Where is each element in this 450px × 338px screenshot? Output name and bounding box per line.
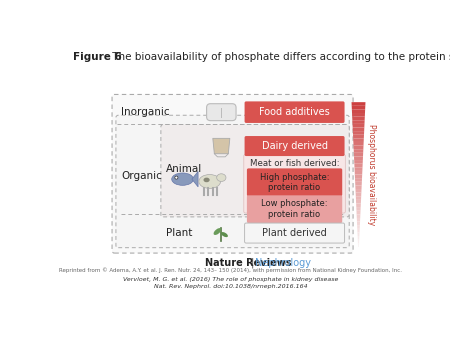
FancyBboxPatch shape (161, 124, 349, 217)
Polygon shape (356, 196, 361, 200)
Ellipse shape (172, 173, 194, 185)
Ellipse shape (217, 174, 226, 182)
Polygon shape (352, 117, 365, 120)
Ellipse shape (214, 228, 221, 235)
Text: Vervloet, M. G. et al. (2016) The role of phosphate in kidney disease: Vervloet, M. G. et al. (2016) The role o… (123, 277, 338, 282)
Polygon shape (356, 203, 361, 207)
Text: Low phosphate:
protein ratio: Low phosphate: protein ratio (261, 199, 328, 219)
Polygon shape (355, 174, 362, 178)
Polygon shape (354, 164, 363, 167)
FancyBboxPatch shape (245, 101, 345, 123)
Text: |: | (248, 258, 257, 268)
Polygon shape (354, 160, 363, 164)
Polygon shape (357, 233, 360, 236)
Circle shape (175, 176, 178, 179)
Polygon shape (356, 211, 360, 214)
Text: Plant: Plant (166, 228, 193, 238)
Text: Reprinted from © Adema, A.Y. et al. J. Ren. Nutr. 24, 143– 150 (2014), with perm: Reprinted from © Adema, A.Y. et al. J. R… (59, 268, 402, 273)
Polygon shape (358, 236, 360, 240)
Polygon shape (355, 167, 363, 171)
Polygon shape (354, 153, 363, 156)
Text: Meat or fish derived:: Meat or fish derived: (250, 159, 339, 168)
Polygon shape (357, 218, 360, 222)
Polygon shape (352, 113, 365, 117)
Polygon shape (355, 182, 362, 186)
Polygon shape (352, 106, 365, 110)
Ellipse shape (203, 178, 210, 182)
Polygon shape (356, 193, 361, 196)
Text: The bioavailability of phosphate differs according to the protein source: The bioavailability of phosphate differs… (109, 52, 450, 62)
FancyBboxPatch shape (116, 115, 349, 248)
FancyBboxPatch shape (247, 168, 342, 196)
Polygon shape (354, 146, 364, 149)
FancyBboxPatch shape (244, 154, 345, 213)
Polygon shape (353, 131, 364, 135)
Text: Food additives: Food additives (259, 107, 330, 117)
Text: Phosphorus bioavailability: Phosphorus bioavailability (367, 124, 376, 225)
Polygon shape (192, 171, 198, 187)
Polygon shape (353, 135, 364, 138)
FancyBboxPatch shape (247, 195, 342, 223)
Text: Plant derived: Plant derived (262, 228, 327, 238)
Polygon shape (357, 214, 360, 218)
Text: Animal: Animal (166, 164, 202, 174)
FancyBboxPatch shape (112, 94, 353, 253)
FancyBboxPatch shape (245, 223, 345, 243)
Polygon shape (357, 229, 360, 233)
Polygon shape (356, 207, 361, 211)
Polygon shape (357, 222, 360, 225)
Polygon shape (356, 200, 361, 203)
Polygon shape (353, 138, 364, 142)
Text: Inorganic: Inorganic (122, 107, 170, 117)
Polygon shape (354, 149, 363, 153)
Text: Nephrology: Nephrology (256, 258, 311, 268)
Polygon shape (356, 186, 362, 189)
Ellipse shape (199, 174, 220, 188)
Polygon shape (357, 225, 360, 229)
Polygon shape (352, 124, 365, 127)
Polygon shape (351, 102, 365, 106)
Polygon shape (213, 138, 230, 154)
Text: Organic: Organic (122, 171, 162, 181)
Text: High phosphate:
protein ratio: High phosphate: protein ratio (260, 172, 329, 192)
Polygon shape (353, 127, 364, 131)
Text: Nature Reviews: Nature Reviews (205, 258, 292, 268)
Text: Dairy derived: Dairy derived (261, 141, 328, 151)
Polygon shape (352, 120, 365, 124)
Polygon shape (356, 189, 361, 193)
Polygon shape (353, 142, 364, 146)
Polygon shape (355, 171, 362, 174)
Polygon shape (352, 110, 365, 113)
FancyBboxPatch shape (245, 136, 345, 156)
Polygon shape (354, 156, 363, 160)
Ellipse shape (221, 232, 228, 237)
Text: Figure 6: Figure 6 (73, 52, 122, 62)
Polygon shape (358, 240, 359, 243)
FancyBboxPatch shape (207, 104, 236, 121)
Text: Nat. Rev. Nephrol. doi:10.1038/nrneph.2016.164: Nat. Rev. Nephrol. doi:10.1038/nrneph.20… (154, 284, 307, 289)
Polygon shape (355, 178, 362, 182)
Polygon shape (358, 243, 359, 247)
